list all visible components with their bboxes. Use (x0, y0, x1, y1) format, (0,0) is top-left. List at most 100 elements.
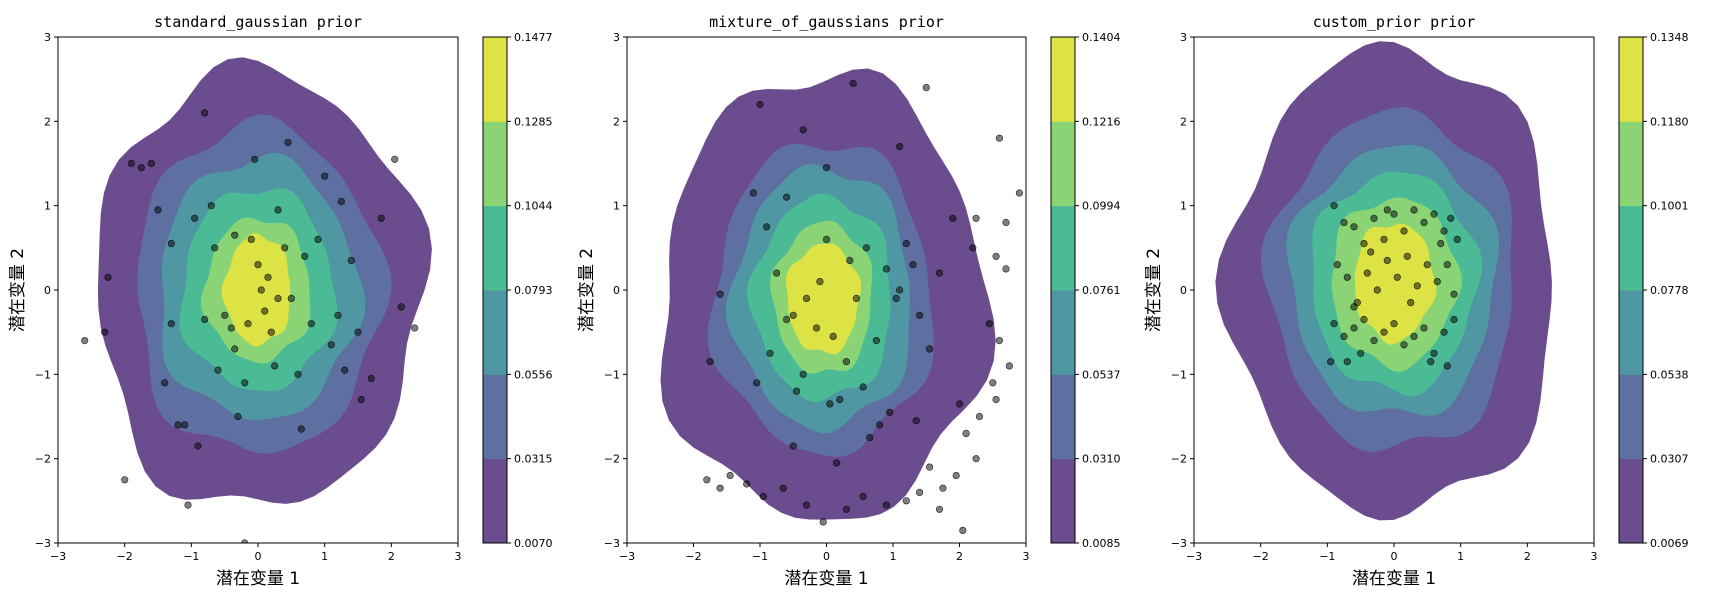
y-tick-label: −2 (604, 453, 620, 466)
x-axis-label: 潜在变量 1 (216, 569, 300, 589)
y-tick-label: −3 (604, 537, 620, 550)
x-tick-label: −3 (50, 550, 66, 563)
scatter-point (377, 214, 385, 222)
scatter-point (1423, 261, 1431, 269)
scatter-point (779, 484, 787, 492)
scatter-point (1350, 324, 1358, 332)
scatter-point (184, 501, 192, 509)
chart-title: standard_gaussian prior (154, 13, 362, 31)
colorbar-tick-label: 0.0537 (1082, 368, 1121, 381)
colorbar-tick-label: 0.0310 (1082, 453, 1121, 466)
scatter-point (251, 155, 259, 163)
scatter-point (1383, 206, 1391, 214)
scatter-point (1327, 358, 1335, 366)
x-tick-label: −3 (619, 550, 635, 563)
scatter-point (1333, 261, 1341, 269)
scatter-point (862, 244, 871, 252)
chart-panel-2: −3 −2 −1 0 1 2 3 −3 −2 −1 0 1 2 3 mixture_of_gaussians… (577, 13, 1121, 589)
scatter-point (397, 303, 405, 311)
scatter-point (267, 328, 275, 336)
scatter-point (959, 526, 967, 535)
contour-level-6 (786, 243, 862, 355)
scatter-point (922, 83, 930, 92)
scatter-point (892, 294, 900, 303)
colorbar-tick-label: 0.0793 (514, 284, 553, 297)
scatter-point (832, 459, 841, 467)
x-tick-label: 0 (1391, 550, 1398, 563)
scatter-point (231, 345, 239, 353)
y-tick-label: −1 (604, 368, 620, 381)
scatter-point (716, 484, 724, 492)
scatter-point (194, 442, 202, 450)
scatter-point (214, 366, 222, 374)
x-axis-label: 潜在变量 1 (1352, 569, 1436, 589)
scatter-point (167, 320, 175, 328)
scatter-point (294, 370, 302, 378)
scatter-point (121, 476, 129, 484)
scatter-point (1380, 235, 1388, 243)
scatter-point (972, 455, 980, 463)
scatter-point (992, 396, 1000, 404)
chart-title: mixture_of_gaussians prior (709, 13, 944, 31)
scatter-point (1440, 328, 1448, 336)
scatter-point (1430, 349, 1438, 357)
colorbar-segment-4 (483, 205, 507, 291)
scatter-point (1350, 223, 1358, 231)
y-tick-label: 0 (44, 284, 51, 297)
scatter-point (802, 294, 811, 303)
scatter-point (1437, 240, 1445, 248)
scatter-point (367, 374, 375, 383)
colorbar-tick-label: 0.0307 (1650, 453, 1689, 466)
scatter-point (799, 370, 807, 378)
colorbar: 0.0070 0.0315 0.0556 0.0793 0.1044 0.1285 0.14… (482, 31, 553, 550)
scatter-point (925, 345, 934, 353)
colorbar-segment-4 (1051, 205, 1075, 291)
x-tick-label: −1 (752, 550, 768, 563)
scatter-point (154, 206, 162, 214)
colorbar-segment-5 (1619, 121, 1643, 207)
scatter-point (703, 476, 711, 484)
x-tick-label: 2 (1524, 550, 1531, 563)
scatter-point (101, 328, 109, 336)
scatter-point (1390, 210, 1398, 218)
colorbar-tick-label: 0.0778 (1650, 284, 1689, 297)
y-tick-label: 3 (613, 31, 620, 44)
scatter-point (955, 400, 964, 408)
scatter-point (241, 379, 249, 387)
colorbar-tick-label: 0.0994 (1082, 200, 1121, 213)
scatter-point (886, 408, 894, 416)
scatter-point (782, 315, 791, 324)
scatter-point (716, 290, 724, 298)
colorbar-segment-2 (1619, 374, 1643, 460)
scatter-point (766, 349, 774, 357)
scatter-point (826, 400, 834, 408)
colorbar-tick-label: 0.1348 (1650, 31, 1689, 44)
colorbar-segment-3 (1619, 290, 1643, 375)
colorbar-segment-6 (1619, 37, 1643, 122)
x-tick-label: −1 (183, 550, 199, 563)
scatter-point (174, 421, 182, 429)
scatter-point (972, 214, 980, 222)
colorbar-segment-3 (1051, 290, 1075, 375)
scatter-point (992, 252, 1000, 260)
x-tick-label: 3 (1591, 550, 1598, 563)
x-tick-label: −3 (1186, 550, 1202, 563)
scatter-point (822, 235, 831, 243)
scatter-point (925, 463, 934, 471)
scatter-point (81, 337, 89, 345)
y-tick-label: 2 (44, 115, 51, 128)
scatter-point (756, 100, 764, 109)
scatter-point (1350, 303, 1358, 311)
scatter-point (137, 164, 145, 172)
colorbar-segment-1 (1619, 458, 1643, 544)
chart-panel-3: −3 −2 −1 0 1 2 3 −3 −2 −1 0 1 2 3 custom_prior prior 潜在… (1144, 13, 1689, 589)
scatter-point (876, 421, 884, 429)
plot-area (81, 57, 432, 543)
scatter-point (241, 539, 249, 543)
scatter-point (147, 159, 155, 168)
scatter-point (802, 501, 811, 509)
colorbar-tick-label: 0.1285 (514, 115, 553, 128)
scatter-point (1360, 315, 1368, 324)
y-tick-label: −2 (35, 453, 51, 466)
scatter-point (706, 358, 714, 366)
